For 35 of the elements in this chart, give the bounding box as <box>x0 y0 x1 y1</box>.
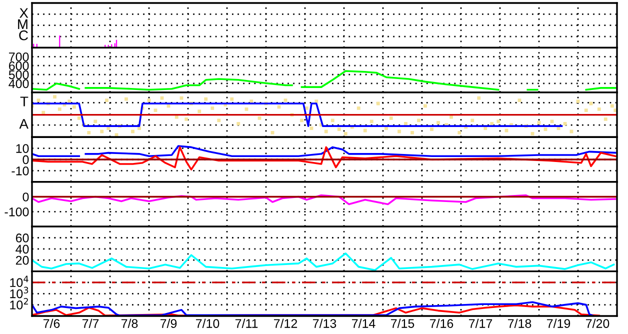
x-tick-label: 7/8 <box>121 318 138 328</box>
x-tick-label: 7/13 <box>312 318 336 328</box>
text: M <box>18 19 28 29</box>
y-tick-label: 60 <box>16 234 29 242</box>
text: C <box>19 30 28 40</box>
y-tick-label: 700 <box>9 52 29 62</box>
y-tick-label: 10$^{4}$ <box>10 276 28 288</box>
text: X <box>20 8 28 18</box>
y-tick-label: 400 <box>8 79 29 88</box>
y-tick-label: -10 <box>12 166 29 176</box>
y-tick-label: 20 <box>16 256 29 265</box>
x-tick-label: 7/10 <box>196 318 220 328</box>
x-tick-label: 7/6 <box>43 318 60 328</box>
x-tick-label: 7/20 <box>586 318 610 328</box>
y-tick-label: 0 <box>22 155 29 164</box>
y-tick-label: 500 <box>8 70 29 80</box>
text: A <box>19 119 28 129</box>
x-tick-label: 7/7 <box>82 318 99 328</box>
x-tick-label: 7/17 <box>468 318 492 328</box>
y-tick-label: 10 <box>16 144 29 153</box>
y-tick-label: 10$^{3}$ <box>10 286 28 298</box>
x-tick-label: 7/11 <box>235 318 258 328</box>
y-tick-label: 0 <box>22 192 29 202</box>
x-tick-label: 7/18 <box>508 318 532 328</box>
y-tick-label: 40 <box>16 244 29 254</box>
x-tick-label: 7/16 <box>430 318 454 328</box>
x-tick-label: 7/12 <box>274 318 298 328</box>
x-tick-label: 7/19 <box>546 318 570 328</box>
x-tick-label: 7/14 <box>352 318 376 328</box>
text: T <box>20 96 28 106</box>
y-tick-label: 600 <box>9 61 29 70</box>
x-tick-label: 7/9 <box>160 318 177 328</box>
x-tick-label: 7/15 <box>390 318 414 328</box>
y-tick-label: 10$^{2}$ <box>10 298 28 310</box>
y-tick-label: -100 <box>4 207 29 216</box>
